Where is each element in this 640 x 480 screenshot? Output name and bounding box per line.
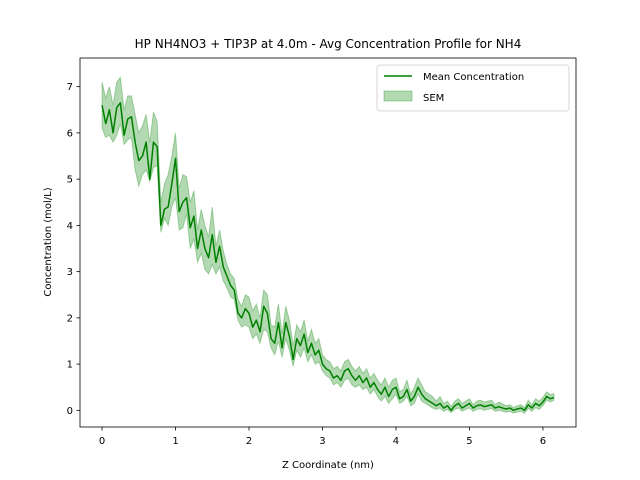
y-tick-label: 5 bbox=[67, 175, 73, 186]
y-tick-label: 1 bbox=[67, 360, 73, 371]
y-axis-label: Concentration (mol/L) bbox=[43, 187, 54, 296]
x-tick-label: 3 bbox=[319, 436, 325, 447]
y-tick-label: 4 bbox=[67, 221, 73, 232]
legend-sem-label: SEM bbox=[423, 93, 444, 104]
y-axis-ticks: 0 1 2 3 4 5 6 7 bbox=[67, 82, 80, 417]
y-tick-label: 0 bbox=[67, 406, 73, 417]
plot-area bbox=[101, 76, 555, 414]
legend: Mean Concentration SEM bbox=[376, 64, 570, 112]
x-tick-label: 2 bbox=[246, 436, 252, 447]
y-tick-label: 7 bbox=[67, 82, 73, 93]
x-tick-label: 5 bbox=[466, 436, 472, 447]
x-axis-label: Z Coordinate (nm) bbox=[282, 460, 374, 471]
mean-concentration-line bbox=[101, 102, 555, 412]
x-tick-label: 0 bbox=[99, 436, 105, 447]
sem-band bbox=[101, 76, 555, 414]
legend-mean-label: Mean Concentration bbox=[423, 72, 524, 83]
x-tick-label: 4 bbox=[393, 436, 399, 447]
x-axis-ticks: 0 1 2 3 4 5 6 bbox=[99, 427, 546, 447]
x-tick-label: 1 bbox=[172, 436, 178, 447]
y-tick-label: 6 bbox=[67, 128, 73, 139]
y-tick-label: 3 bbox=[67, 267, 73, 278]
legend-box bbox=[376, 64, 570, 112]
x-tick-label: 6 bbox=[540, 436, 546, 447]
legend-sem-swatch bbox=[383, 90, 413, 102]
y-tick-label: 2 bbox=[67, 313, 73, 324]
axes-frame bbox=[79, 57, 577, 428]
chart-title: HP NH4NO3 + TIP3P at 4.0m - Avg Concentr… bbox=[135, 37, 522, 51]
